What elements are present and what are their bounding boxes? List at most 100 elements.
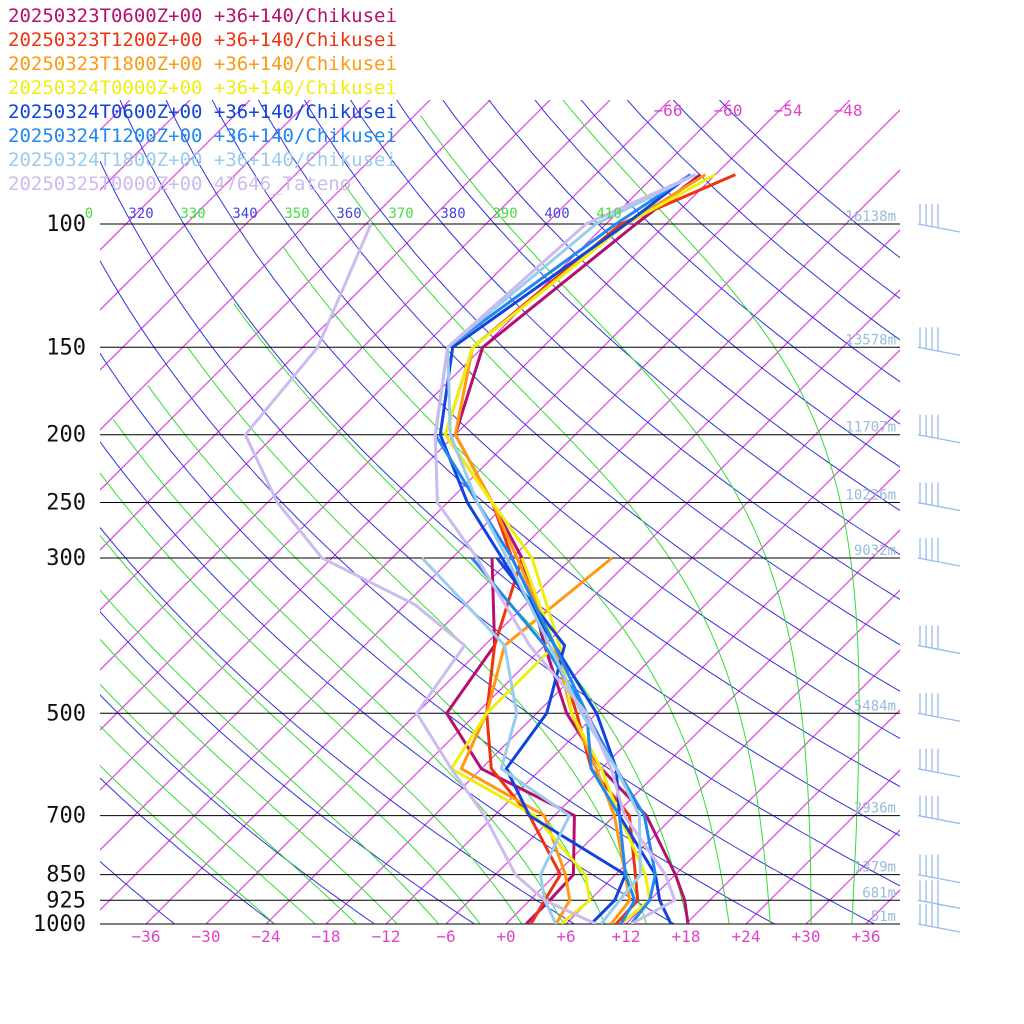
theta-label: 410 <box>596 206 621 222</box>
dry-adiabat-line <box>396 100 900 556</box>
moist-adiabat-line <box>420 115 812 924</box>
x-tick-label: −18 <box>312 927 341 946</box>
wind-barb <box>917 693 961 722</box>
legend-entry: 20250325T0000Z+00 47646_Tateno <box>8 173 352 195</box>
height-label: 11707m <box>845 420 896 436</box>
moist-adiabat-line <box>100 725 317 924</box>
isotherm-line <box>625 649 900 924</box>
isotherm-line <box>100 100 431 431</box>
wind-barb-shaft <box>917 501 961 512</box>
theta-label: 330 <box>180 206 205 222</box>
isotherm-line <box>100 100 251 251</box>
moist-adiabat-line <box>187 347 648 924</box>
dry-adiabat-line <box>165 100 900 788</box>
dry-adiabat-line <box>100 526 576 924</box>
wind-barb-shaft <box>917 814 961 825</box>
series-dewpoint-line <box>485 557 562 924</box>
isotherm-line <box>100 100 671 671</box>
isotherm-line <box>100 100 491 491</box>
pressure-tick-label: 700 <box>46 804 86 829</box>
moist-adiabat-line <box>147 385 606 924</box>
isotherm-line <box>100 100 551 551</box>
legend-entry: 20250323T1200Z+00 +36+140/Chikusei <box>8 29 397 51</box>
x-tick-label: +36 <box>852 927 881 946</box>
wind-barb-shaft <box>917 768 961 778</box>
height-label: 681m <box>862 885 896 901</box>
height-label: 5484m <box>854 698 896 714</box>
isotherm-line <box>100 109 900 911</box>
moist-adiabat-line <box>100 534 481 924</box>
isotherm-line <box>100 100 371 371</box>
wind-barb-shaft <box>917 923 961 933</box>
isotherm-line <box>100 100 191 191</box>
dry-adiabat-line <box>100 259 876 924</box>
wind-barb-shaft <box>917 346 961 356</box>
dry-adiabat-line <box>442 100 900 512</box>
x-tick-label: +24 <box>732 927 761 946</box>
wind-barb <box>917 204 961 233</box>
pressure-tick-label: 500 <box>46 701 86 726</box>
dry-adiabat-line <box>534 100 900 425</box>
moist-adiabat-line <box>100 764 276 924</box>
pressure-tick-label: 200 <box>46 423 86 448</box>
dry-adiabat-line <box>350 100 900 600</box>
wind-barb-shaft <box>917 223 961 233</box>
isotherm-line <box>145 169 900 924</box>
series-dewpoint-line <box>459 556 613 924</box>
series-dewpoint-line <box>445 557 576 924</box>
series-dewpoint-line <box>420 556 571 924</box>
isotherm-line <box>505 529 900 924</box>
x-tick-label: −30 <box>192 927 221 946</box>
theta-label: 380 <box>440 206 465 222</box>
isotherm-line <box>100 100 611 611</box>
wind-barb <box>917 854 961 884</box>
theta-label: 390 <box>492 206 517 222</box>
theta-label: 400 <box>544 206 569 222</box>
dry-adiabat-line <box>100 777 276 924</box>
moist-adiabat-line <box>100 683 357 924</box>
wind-barb-shaft <box>917 712 961 722</box>
wind-barb <box>917 414 961 444</box>
dry-adiabat-line <box>211 100 900 740</box>
x-tick-label: +12 <box>612 927 641 946</box>
isotherm-line <box>265 289 900 924</box>
isotherm-line <box>100 100 791 791</box>
series-dewpoint-line <box>449 557 592 924</box>
isotherm-line <box>926 69 1024 924</box>
x-tick-label: −24 <box>252 927 281 946</box>
theta-label: 350 <box>284 206 309 222</box>
moist-adiabat-line <box>100 589 440 924</box>
pressure-tick-label: 100 <box>46 212 86 237</box>
series-dewpoint-line <box>495 557 627 924</box>
series-dewpoint-line <box>243 223 597 924</box>
theta-label: 360 <box>336 206 361 222</box>
legend-entry: 20250323T0600Z+00 +36+140/Chikusei <box>8 5 397 27</box>
x-tick-label: −36 <box>132 927 161 946</box>
dry-adiabat-line <box>100 610 476 924</box>
dry-adiabat-line <box>100 160 900 887</box>
moist-adiabat-line <box>344 184 771 924</box>
x-tick-label: +30 <box>792 927 821 946</box>
pressure-tick-label: 1000 <box>33 912 86 937</box>
dry-adiabat-line <box>672 100 900 300</box>
moist-adiabat-line <box>100 638 398 924</box>
theta-label: 370 <box>388 206 413 222</box>
isotherm-line <box>445 469 900 924</box>
isotherm-top-label: −54 <box>774 101 803 120</box>
wind-barb <box>917 327 961 356</box>
theta-label: 320 <box>128 206 153 222</box>
isotherm-line <box>986 69 1024 924</box>
x-tick-label: +6 <box>556 927 575 946</box>
series-temperature-line <box>443 173 717 924</box>
pressure-tick-label: 300 <box>46 546 86 571</box>
height-label: 51m <box>871 909 896 925</box>
dry-adiabat-line <box>100 440 676 924</box>
isotherm-line <box>100 100 311 311</box>
pressure-tick-label: 850 <box>46 863 86 888</box>
isotherm-line <box>205 229 900 924</box>
height-label: 2936m <box>854 801 896 817</box>
series-layer <box>243 173 736 924</box>
isotherm-top-label: −66 <box>654 101 683 120</box>
wind-barb <box>917 880 961 909</box>
